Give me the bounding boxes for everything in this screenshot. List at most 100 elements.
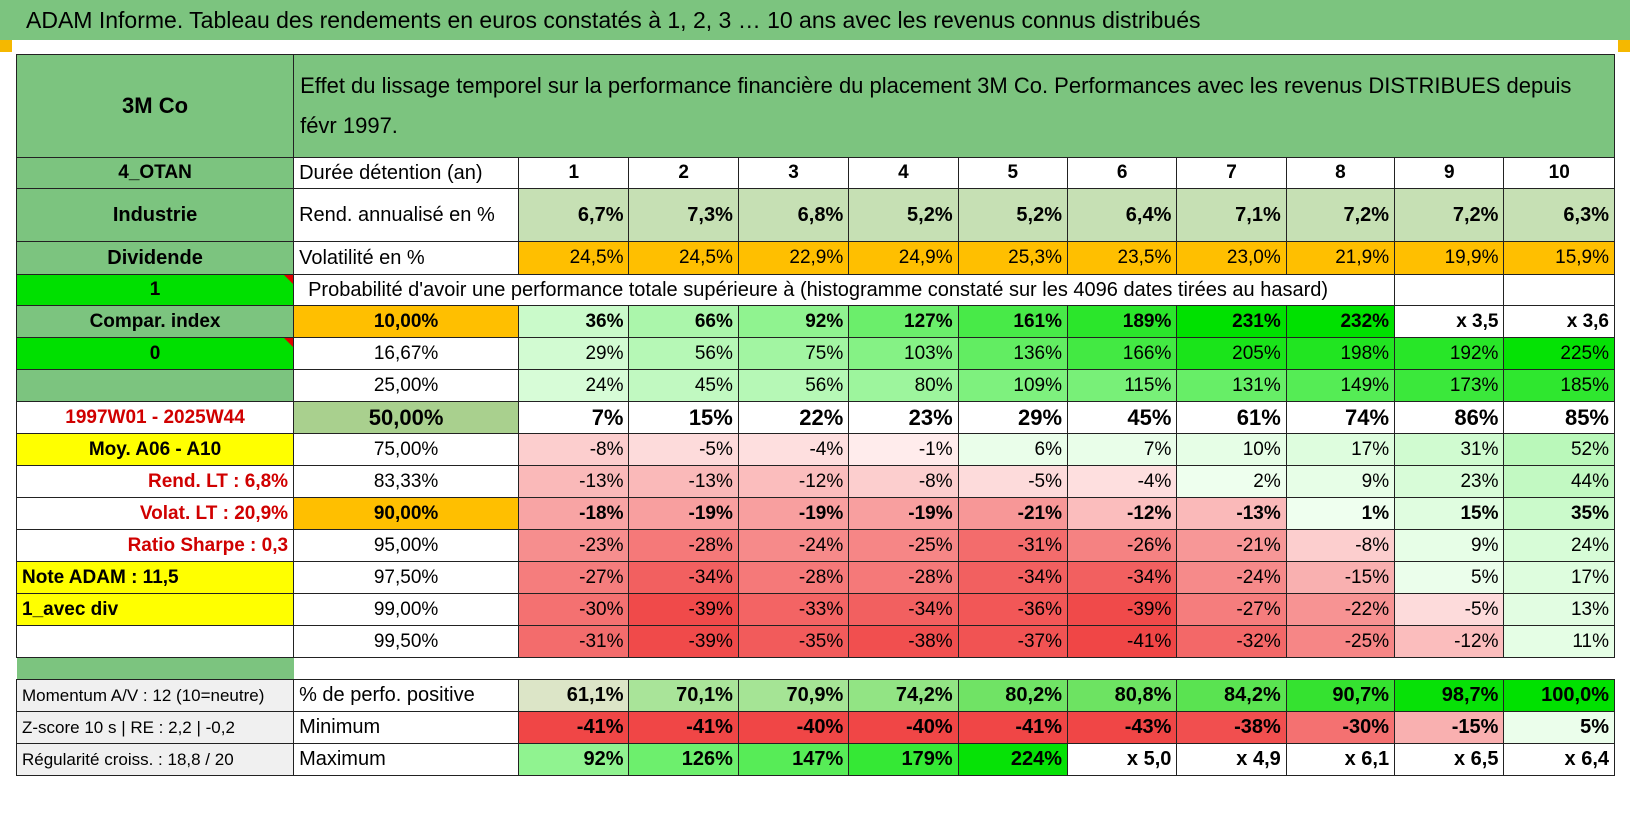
quantile-value: -24% (1176, 561, 1287, 594)
summary-label: Minimum (293, 711, 520, 744)
quantile-row: Rend. LT : 6,8% 83,33% -13% -13% -12% -8% -5% -… (15, 465, 1615, 498)
quantile-value: -23% (518, 529, 630, 562)
quantile-value: 173% (1394, 369, 1505, 402)
quantile-value: 127% (848, 305, 959, 338)
volatility-value: 23,0% (1176, 241, 1287, 275)
summary-row: Momentum A/V : 12 (10=neutre)% de perfo.… (15, 679, 1615, 712)
quantile-value: -22% (1285, 593, 1396, 626)
quantile-value: 192% (1394, 337, 1505, 370)
quantile-value: 17% (1503, 561, 1615, 594)
side-blank (15, 625, 295, 658)
summary-value: 84,2% (1176, 679, 1287, 712)
quantile-value: -19% (628, 497, 739, 530)
horizon-year: 2 (628, 157, 739, 189)
summary-value: -40% (737, 711, 850, 744)
quantile-value: -39% (1067, 593, 1178, 626)
summary-value: 5% (1503, 711, 1615, 744)
quantile-value: 36% (518, 305, 630, 338)
quantile-level: 50,00% (293, 401, 520, 434)
quantile-value: -5% (628, 433, 739, 466)
volatility-row: Dividende Volatilité en % 24,5% 24,5% 22,9… (15, 241, 1615, 275)
quantile-level: 83,33% (293, 465, 520, 498)
volatility-value: 19,9% (1394, 241, 1505, 275)
summary-value: -41% (518, 711, 630, 744)
quantile-value: -33% (737, 593, 850, 626)
quantile-value: 61% (1176, 401, 1287, 434)
quantile-level: 97,50% (293, 561, 520, 594)
quantile-value: -19% (737, 497, 850, 530)
quantile-value: -34% (628, 561, 739, 594)
summary-value: 126% (628, 743, 739, 776)
volatility-value: 22,9% (737, 241, 850, 275)
quantile-value: 225% (1503, 337, 1615, 370)
summary-value: 70,9% (737, 679, 850, 712)
quantile-value: 198% (1285, 337, 1396, 370)
quantile-value: -34% (1067, 561, 1178, 594)
summary-value: 74,2% (848, 679, 959, 712)
quantile-value: -13% (518, 465, 630, 498)
quantile-value: 56% (628, 337, 739, 370)
flag-zero: 0 (15, 337, 295, 370)
quantile-value: 45% (1067, 401, 1178, 434)
horizon-year: 1 (518, 157, 630, 189)
annual-return-value: 6,4% (1067, 188, 1178, 242)
summary-value: x 4,9 (1176, 743, 1287, 776)
quantile-value: 23% (848, 401, 959, 434)
quantile-value: 115% (1067, 369, 1178, 402)
side-blank (15, 369, 295, 402)
quantile-level: 16,67% (293, 337, 520, 370)
quantile-level: 99,00% (293, 593, 520, 626)
quantile-value: -19% (848, 497, 959, 530)
annual-return-value: 6,7% (518, 188, 630, 242)
quantile-value: -8% (1285, 529, 1396, 562)
quantile-row: Ratio Sharpe : 0,3 95,00% -23% -28% -24% -25%… (15, 529, 1615, 562)
quantile-value: 5% (1394, 561, 1505, 594)
summary-value: 80,8% (1067, 679, 1178, 712)
quantile-value: 86% (1394, 401, 1505, 434)
horizon-year: 3 (737, 157, 850, 189)
horizon-year: 4 (848, 157, 959, 189)
quantile-value: 131% (1176, 369, 1287, 402)
quantile-value: 92% (737, 305, 850, 338)
summary-value: 147% (737, 743, 850, 776)
quantile-value: 185% (1503, 369, 1615, 402)
summary-side-label: Momentum A/V : 12 (10=neutre) (15, 679, 295, 712)
summary-row: Z-score 10 s | RE : 2,2 | -0,2 Minimum -41… (15, 711, 1615, 744)
quantile-row: 1997W01 - 2025W44 50,00% 7% 15% 22% 23% 29% 45%… (15, 401, 1615, 434)
quantile-value: 29% (518, 337, 630, 370)
summary-side-label: Z-score 10 s | RE : 2,2 | -0,2 (15, 711, 295, 744)
quantile-row: 25,00% 24% 45% 56% 80% 109% 115% 131% 149% 173% 18… (15, 369, 1615, 402)
quantile-value: -27% (1176, 593, 1287, 626)
quantile-value: 23% (1394, 465, 1505, 498)
summary-value: 100,0% (1503, 679, 1615, 712)
quantile-level: 25,00% (293, 369, 520, 402)
quantile-value: -28% (848, 561, 959, 594)
adam-score: Note ADAM : 11,5 (15, 561, 295, 594)
summary-value: 90,7% (1285, 679, 1396, 712)
annual-return-value: 7,2% (1285, 188, 1396, 242)
horizon-year: 5 (957, 157, 1069, 189)
quantile-value: -36% (957, 593, 1069, 626)
table-description: Effet du lissage temporel sur la perform… (293, 54, 1615, 158)
summary-value: 92% (518, 743, 630, 776)
quantile-level: 99,50% (293, 625, 520, 658)
quantile-value: x 3,5 (1394, 305, 1505, 338)
annual-return-value: 6,3% (1503, 188, 1615, 242)
summary-value: -43% (1067, 711, 1178, 744)
quantile-value: -12% (1394, 625, 1505, 658)
asset-sector: Industrie (15, 188, 295, 242)
quantile-value: -13% (1176, 497, 1287, 530)
compare-index-label: Compar. index (15, 305, 295, 338)
dividend-mode: 1_avec div (15, 593, 295, 626)
separator-green (16, 657, 294, 680)
quantile-value: 35% (1503, 497, 1615, 530)
quantile-value: 29% (957, 401, 1069, 434)
quantile-value: -27% (518, 561, 630, 594)
quantile-value: 10% (1176, 433, 1287, 466)
annual-return-value: 7,2% (1394, 188, 1505, 242)
horizon-year: 7 (1176, 157, 1287, 189)
quantile-value: -8% (848, 465, 959, 498)
quantile-value: 103% (848, 337, 959, 370)
summary-value: -41% (628, 711, 739, 744)
quantile-value: -12% (1067, 497, 1178, 530)
